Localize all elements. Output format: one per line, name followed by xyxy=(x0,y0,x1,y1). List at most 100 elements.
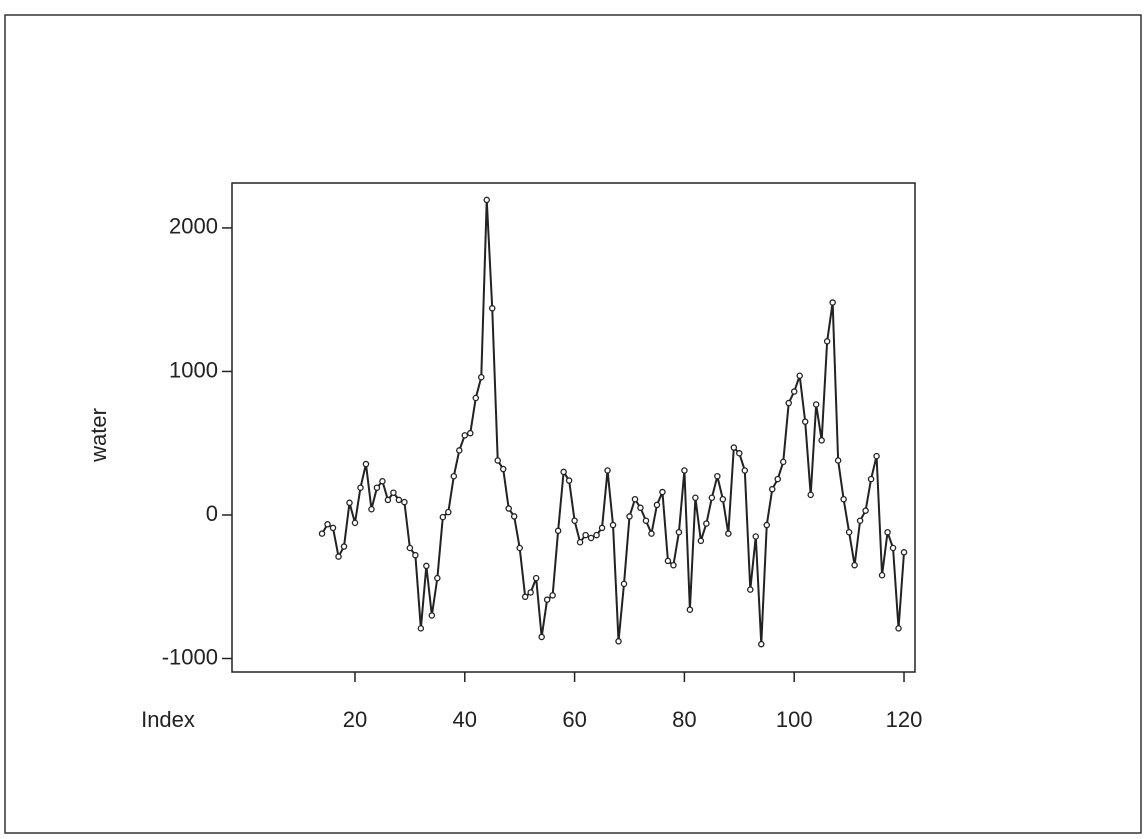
data-point xyxy=(473,395,478,400)
data-point xyxy=(874,454,879,459)
data-point xyxy=(715,474,720,479)
data-point xyxy=(726,531,731,536)
data-point xyxy=(753,534,758,539)
data-point xyxy=(808,492,813,497)
data-point xyxy=(775,476,780,481)
data-point xyxy=(352,520,357,525)
x-axis-label: Index xyxy=(141,707,195,732)
data-point xyxy=(325,522,330,527)
data-point xyxy=(451,474,456,479)
data-point xyxy=(440,515,445,520)
data-point xyxy=(358,485,363,490)
data-point xyxy=(616,639,621,644)
data-point xyxy=(374,485,379,490)
data-point xyxy=(693,495,698,500)
y-tick-label: 0 xyxy=(206,501,218,526)
x-tick-label: 120 xyxy=(886,707,923,732)
chart: Index water -100001000200020406080100120 xyxy=(0,0,1144,839)
data-point xyxy=(605,468,610,473)
data-point xyxy=(407,545,412,550)
data-point xyxy=(621,581,626,586)
data-point xyxy=(457,448,462,453)
data-point xyxy=(501,466,506,471)
data-point xyxy=(545,597,550,602)
data-point xyxy=(517,545,522,550)
data-point xyxy=(363,461,368,466)
data-point xyxy=(534,576,539,581)
data-point xyxy=(731,445,736,450)
data-point xyxy=(391,490,396,495)
y-tick-label: -1000 xyxy=(162,644,218,669)
data-point xyxy=(413,553,418,558)
data-point xyxy=(704,521,709,526)
data-point xyxy=(890,545,895,550)
data-point xyxy=(863,508,868,513)
data-point xyxy=(528,590,533,595)
data-point xyxy=(660,489,665,494)
data-point xyxy=(797,373,802,378)
data-point xyxy=(665,558,670,563)
data-point xyxy=(632,497,637,502)
data-point xyxy=(336,554,341,559)
data-point xyxy=(720,497,725,502)
data-point xyxy=(654,502,659,507)
data-point xyxy=(512,514,517,519)
x-tick-label: 60 xyxy=(562,707,586,732)
data-point xyxy=(599,525,604,530)
data-point xyxy=(561,469,566,474)
data-point xyxy=(468,431,473,436)
data-point xyxy=(742,468,747,473)
data-point xyxy=(709,495,714,500)
data-point xyxy=(676,530,681,535)
data-point xyxy=(490,306,495,311)
data-point xyxy=(594,532,599,537)
y-tick-label: 2000 xyxy=(169,214,218,239)
data-point xyxy=(330,525,335,530)
data-point xyxy=(857,518,862,523)
data-point xyxy=(868,476,873,481)
data-point xyxy=(814,402,819,407)
data-point xyxy=(852,563,857,568)
data-point xyxy=(885,530,890,535)
y-axis-label: water xyxy=(86,408,111,463)
data-point xyxy=(319,531,324,536)
data-point xyxy=(627,514,632,519)
data-point xyxy=(385,497,390,502)
data-point xyxy=(347,500,352,505)
data-point xyxy=(825,339,830,344)
data-point xyxy=(588,535,593,540)
data-point xyxy=(764,522,769,527)
data-point xyxy=(341,544,346,549)
data-point xyxy=(506,506,511,511)
data-point xyxy=(556,528,561,533)
data-point xyxy=(737,451,742,456)
data-point xyxy=(396,497,401,502)
data-point xyxy=(836,458,841,463)
data-point xyxy=(572,518,577,523)
x-tick-label: 40 xyxy=(453,707,477,732)
data-point xyxy=(495,458,500,463)
data-point xyxy=(523,594,528,599)
data-point xyxy=(610,522,615,527)
x-tick-label: 80 xyxy=(672,707,696,732)
data-point xyxy=(781,459,786,464)
data-point xyxy=(830,300,835,305)
data-point xyxy=(759,642,764,647)
data-point xyxy=(847,530,852,535)
data-point xyxy=(462,433,467,438)
data-point xyxy=(424,563,429,568)
data-point xyxy=(879,573,884,578)
data-point xyxy=(583,532,588,537)
data-point xyxy=(643,518,648,523)
data-point xyxy=(748,587,753,592)
data-point xyxy=(792,389,797,394)
data-point xyxy=(539,634,544,639)
data-point xyxy=(429,613,434,618)
plot-box xyxy=(232,183,915,672)
data-point xyxy=(803,419,808,424)
data-point xyxy=(841,497,846,502)
data-point xyxy=(638,505,643,510)
data-point xyxy=(567,478,572,483)
x-tick-label: 20 xyxy=(343,707,367,732)
data-point xyxy=(698,538,703,543)
